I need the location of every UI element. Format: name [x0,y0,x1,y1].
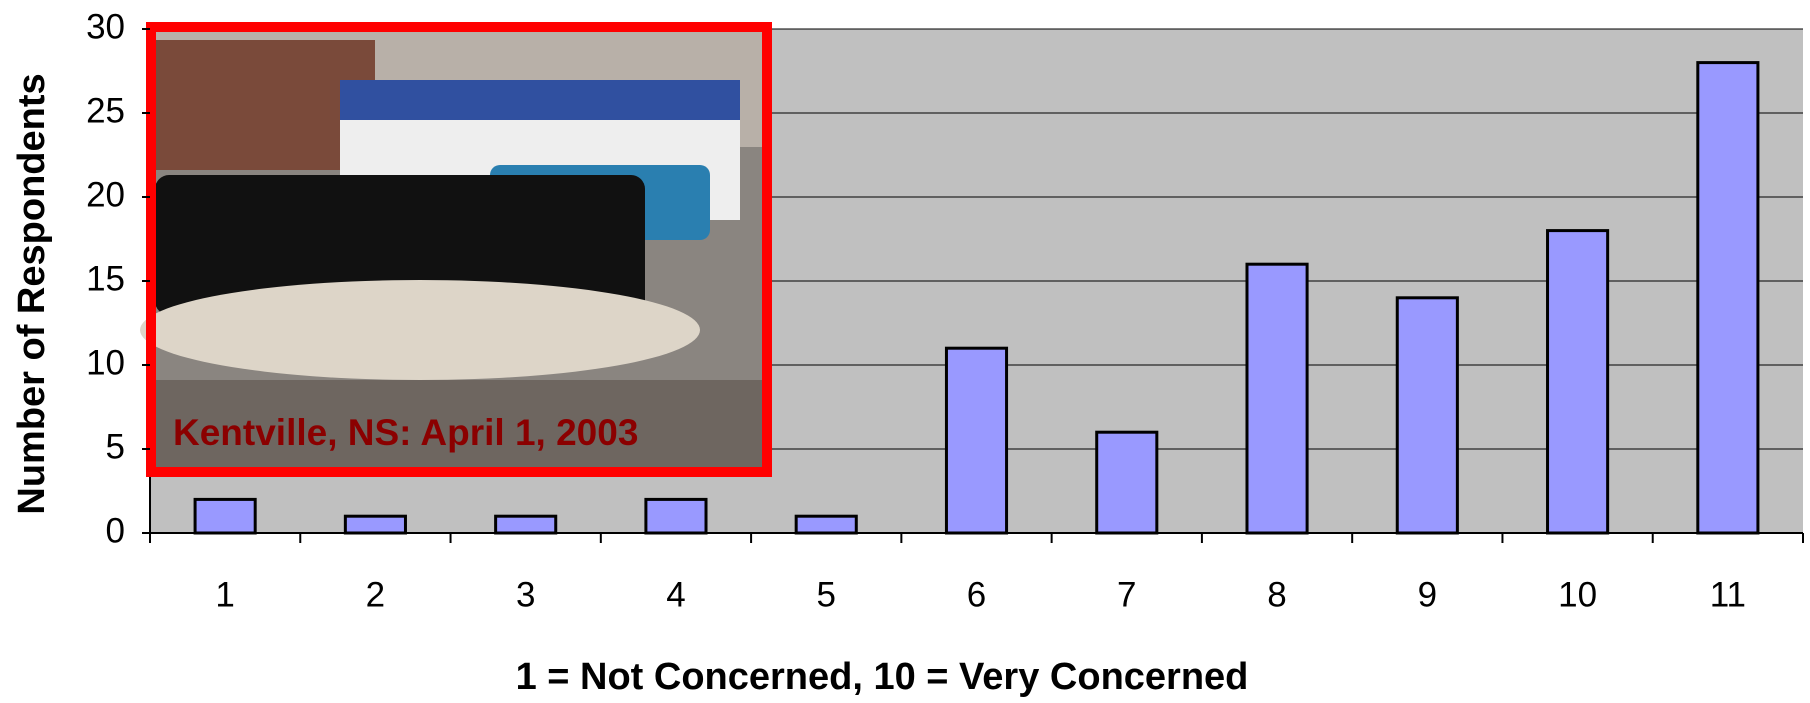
x-tick-label: 6 [967,575,986,614]
x-tick-label: 5 [816,575,835,614]
y-tick-label: 0 [106,511,125,550]
bar [195,499,255,533]
x-tick-label: 1 [215,575,234,614]
bar [646,499,706,533]
y-tick-label: 15 [86,259,125,298]
y-tick-label: 25 [86,91,125,130]
bar [1247,264,1307,533]
x-tick-label: 11 [1710,575,1746,614]
bar [1397,298,1457,533]
x-tick-label: 3 [516,575,535,614]
bar [345,516,405,533]
bar [1548,231,1608,533]
photo-sign [340,80,740,120]
bar [1097,432,1157,533]
x-tick-label: 10 [1558,575,1597,614]
x-tick-label: 8 [1267,575,1286,614]
y-tick-label: 30 [86,7,125,46]
bar [1698,63,1758,533]
y-tick-label: 10 [86,343,125,382]
x-axis-title: 1 = Not Concerned, 10 = Very Concerned [516,656,1249,698]
bar [946,348,1006,533]
x-tick-label: 4 [666,575,685,614]
y-axis-title: Number of Respondents [11,73,53,514]
x-tick-label: 7 [1117,575,1136,614]
photo-caption: Kentville, NS: April 1, 2003 [173,412,638,453]
bar [496,516,556,533]
y-tick-label: 20 [86,175,125,214]
photo-splash [140,280,700,380]
bar [796,516,856,533]
x-tick-label: 2 [366,575,385,614]
photo-inset: Kentville, NS: April 1, 2003 [140,27,767,472]
y-tick-label: 5 [106,427,125,466]
x-tick-label: 9 [1418,575,1437,614]
chart: Kentville, NS: April 1, 2003 Number of R… [0,0,1810,703]
